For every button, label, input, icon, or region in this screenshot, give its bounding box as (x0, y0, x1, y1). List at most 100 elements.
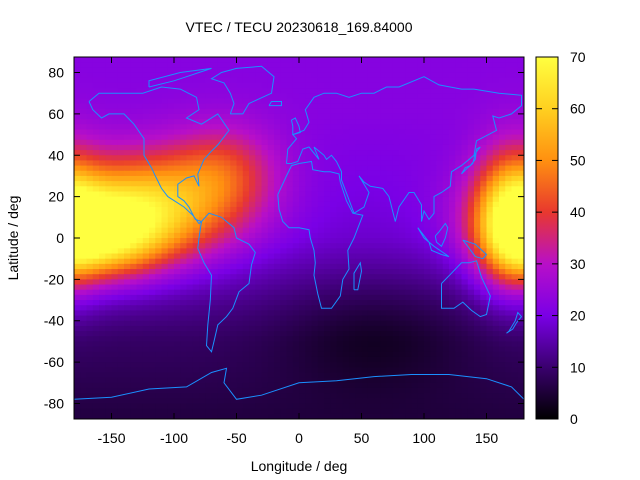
heatmap-cell (305, 351, 313, 358)
heatmap-cell (305, 356, 313, 363)
heatmap-cell (92, 248, 100, 255)
heatmap-cell (449, 77, 456, 84)
heatmap-cell (305, 393, 313, 399)
heatmap-cell (286, 124, 294, 130)
heatmap-cell (392, 129, 400, 136)
heatmap-cell (174, 274, 181, 280)
heatmap-cell (442, 382, 450, 389)
heatmap-cell (80, 377, 88, 384)
heatmap-cell (392, 67, 400, 74)
heatmap-cell (280, 362, 288, 368)
heatmap-cell (149, 300, 156, 306)
heatmap-cell (367, 393, 375, 399)
heatmap-cell (92, 403, 100, 410)
heatmap-cell (205, 212, 213, 218)
heatmap-cell (480, 258, 488, 265)
heatmap-cell (355, 175, 363, 182)
heatmap-cell (380, 310, 388, 317)
heatmap-cell (186, 320, 194, 327)
heatmap-cell (111, 170, 119, 177)
heatmap-cell (455, 77, 463, 84)
heatmap-cell (217, 408, 225, 415)
heatmap-cell (380, 191, 388, 198)
heatmap-cell (205, 181, 213, 187)
heatmap-cell (80, 408, 88, 415)
heatmap-cell (317, 238, 325, 244)
heatmap-cell (411, 196, 419, 203)
heatmap-cell (280, 88, 288, 94)
heatmap-cell (311, 196, 319, 203)
heatmap-cell (117, 150, 125, 156)
heatmap-cell (467, 300, 475, 306)
heatmap-cell (74, 269, 81, 275)
heatmap-cell (236, 196, 244, 203)
heatmap-cell (449, 108, 456, 115)
heatmap-cell (136, 160, 144, 167)
heatmap-cell (299, 387, 306, 394)
heatmap-cell (111, 201, 119, 208)
heatmap-cell (180, 351, 188, 358)
heatmap-cell (155, 248, 163, 255)
heatmap-cell (167, 346, 175, 353)
heatmap-cell (92, 67, 100, 74)
heatmap-cell (230, 238, 238, 244)
heatmap-cell (349, 150, 356, 156)
heatmap-cell (430, 139, 438, 146)
heatmap-cell (174, 170, 181, 177)
heatmap-cell (311, 300, 319, 306)
heatmap-cell (492, 206, 500, 213)
heatmap-cell (111, 206, 119, 213)
heatmap-cell (474, 351, 481, 358)
heatmap-cell (424, 356, 431, 363)
heatmap-cell (361, 144, 369, 151)
heatmap-cell (161, 134, 169, 141)
heatmap-cell (211, 382, 219, 389)
heatmap-cell (255, 403, 263, 410)
heatmap-cell (249, 150, 256, 156)
heatmap-cell (467, 279, 475, 286)
heatmap-cell (205, 222, 213, 229)
heatmap-cell (399, 325, 406, 332)
heatmap-cell (111, 196, 119, 203)
heatmap-cell (286, 258, 294, 265)
heatmap-cell (292, 119, 300, 125)
heatmap-cell (199, 258, 206, 265)
heatmap-cell (211, 155, 219, 162)
heatmap-cell (405, 238, 413, 244)
heatmap-cell (99, 279, 106, 286)
heatmap-cell (361, 206, 369, 213)
heatmap-cell (149, 346, 156, 353)
heatmap-cell (74, 284, 81, 291)
heatmap-cell (136, 155, 144, 162)
heatmap-cell (436, 57, 444, 63)
heatmap-cell (130, 134, 138, 141)
heatmap-cell (230, 232, 238, 239)
heatmap-cell (255, 325, 263, 332)
heatmap-cell (474, 393, 481, 399)
heatmap-cell (105, 367, 113, 374)
heatmap-cell (236, 294, 244, 301)
heatmap-cell (117, 320, 125, 327)
heatmap-cell (92, 258, 100, 265)
heatmap-cell (92, 351, 100, 358)
heatmap-cell (124, 175, 131, 182)
heatmap-cell (424, 315, 431, 322)
heatmap-cell (286, 325, 294, 332)
heatmap-cell (161, 201, 169, 208)
heatmap-cell (199, 377, 206, 384)
heatmap-cell (74, 181, 81, 187)
heatmap-cell (499, 191, 506, 198)
heatmap-cell (261, 320, 269, 327)
heatmap-cell (224, 150, 231, 156)
heatmap-cell (286, 217, 294, 224)
heatmap-cell (74, 238, 81, 244)
heatmap-cell (161, 57, 169, 63)
heatmap-cell (330, 175, 338, 182)
heatmap-cell (161, 372, 169, 379)
heatmap-cell (192, 356, 200, 363)
heatmap-cell (161, 206, 169, 213)
heatmap-cell (92, 263, 100, 270)
heatmap-cell (230, 356, 238, 363)
heatmap-cell (324, 387, 331, 394)
heatmap-cell (74, 263, 81, 270)
